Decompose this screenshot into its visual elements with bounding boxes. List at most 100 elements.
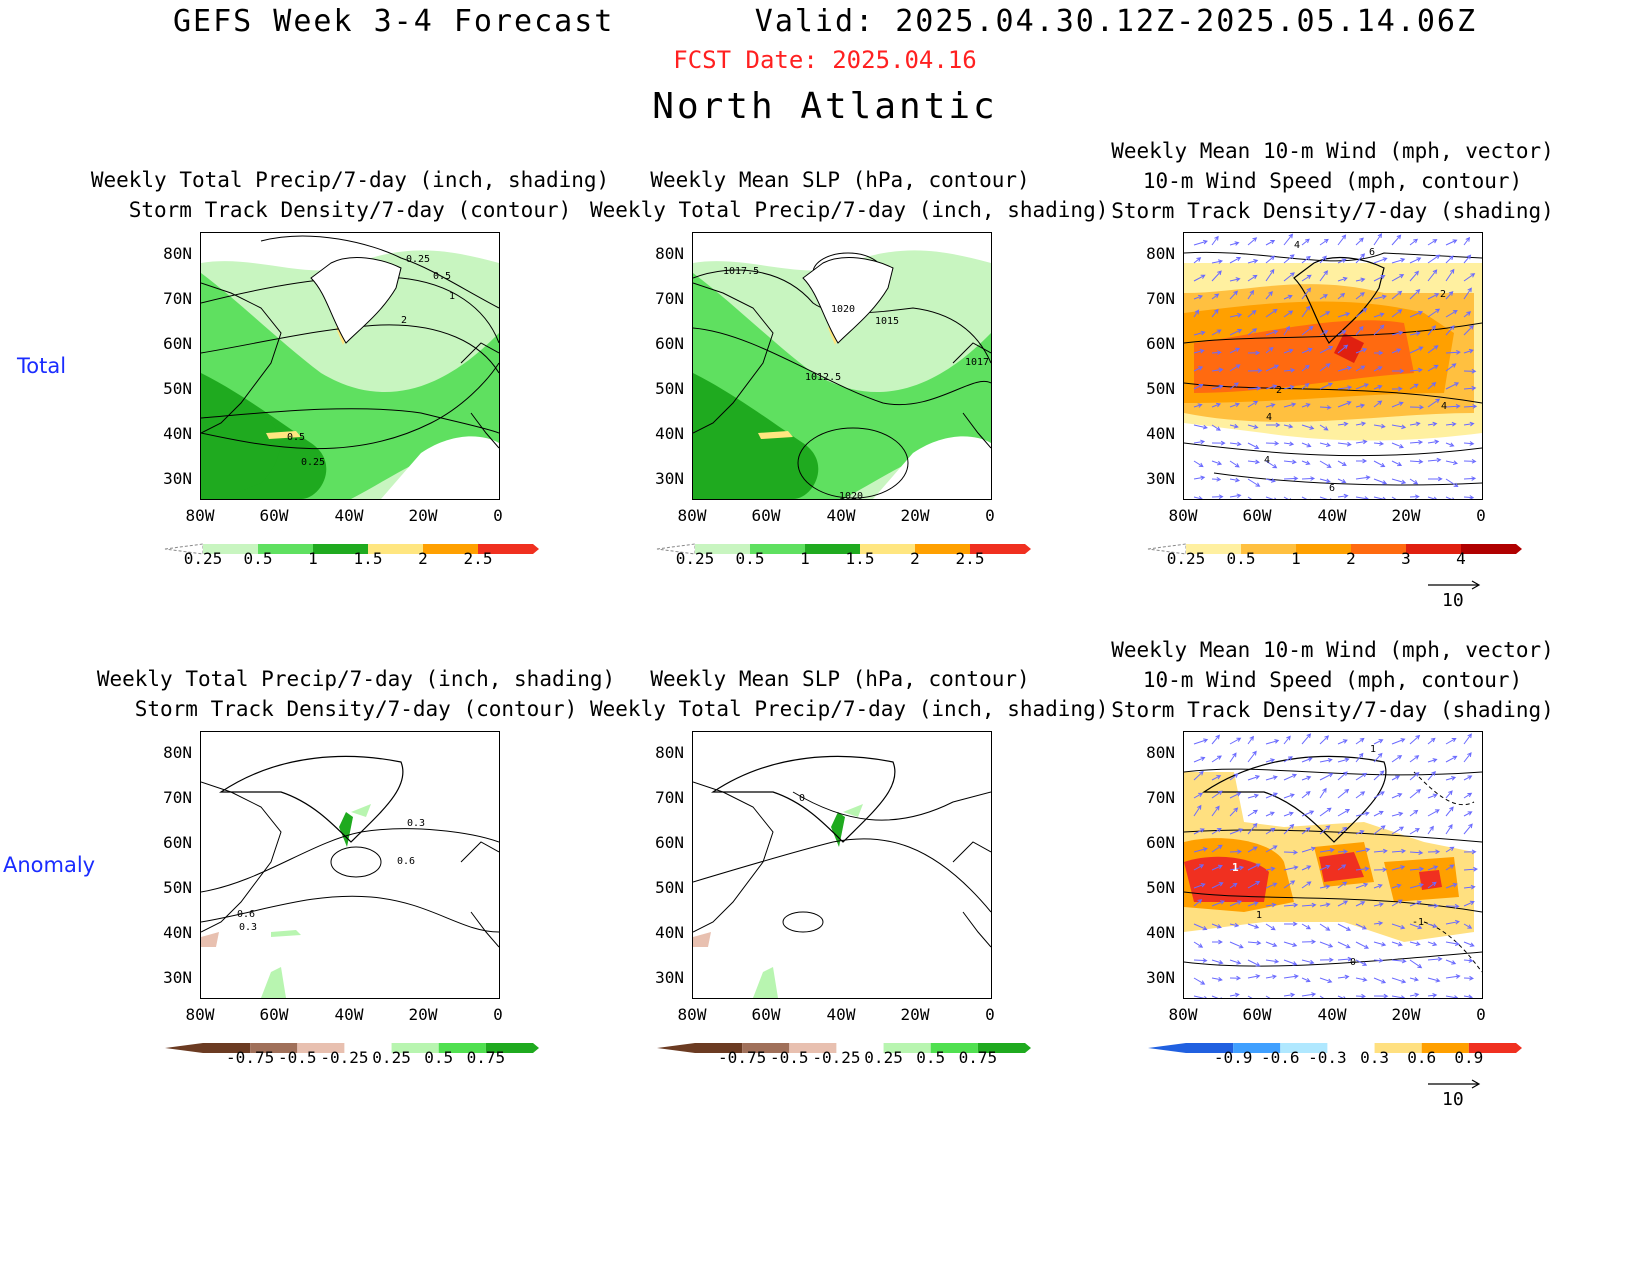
wind-vector: [1373, 257, 1388, 264]
lon-tick-label: 40W: [334, 506, 364, 525]
colorbar-segment: [1406, 544, 1461, 554]
wind-vector: [1391, 348, 1402, 354]
colorbar-label: 1: [308, 549, 318, 568]
colorbar-segment: [742, 1043, 790, 1053]
wind-vector: [1301, 757, 1313, 763]
wind-vector: [1355, 237, 1364, 246]
wind-vector: [1463, 348, 1474, 354]
wind-vector: [1427, 345, 1439, 354]
wind-vector: [1373, 294, 1387, 300]
lon-tick-label: 60W: [1242, 506, 1272, 525]
wind-vector: [1463, 324, 1474, 336]
wind-vector: [1319, 496, 1332, 499]
colorbar-label: 0.5: [1226, 549, 1256, 568]
wind-vector: [1265, 958, 1280, 964]
wind-vector: [1211, 923, 1222, 929]
colorbar-anom-slp: [655, 1039, 1031, 1057]
wind-vector: [1229, 792, 1242, 799]
wind-vector: [1265, 827, 1276, 835]
wind-vector: [1391, 368, 1405, 374]
lat-tick-label: 80N: [1146, 244, 1175, 263]
colorbar-segment: [203, 544, 258, 554]
wind-vector: [1283, 402, 1297, 408]
wind-vector: [1265, 775, 1278, 781]
colorbar-label: 1: [1291, 549, 1301, 568]
wind-vector: [1427, 457, 1442, 463]
wind-vector: [1301, 733, 1312, 745]
wind-vector: [1391, 442, 1404, 449]
wind-vector: [1409, 923, 1423, 930]
row-label-anomaly: Anomaly: [3, 853, 96, 877]
wind-vector: [1301, 364, 1310, 372]
contour-label: 6: [1329, 483, 1335, 494]
wind-vector: [1409, 331, 1421, 336]
wind-vector: [1463, 975, 1474, 981]
wind-vector: [1283, 959, 1298, 966]
wind-vector: [1355, 365, 1366, 372]
wind-vector: [1265, 460, 1278, 469]
wind-vector: [1265, 792, 1279, 799]
wind-vector: [1463, 958, 1474, 963]
lat-tick-label: 80N: [655, 244, 684, 263]
panel-title-anom-slp: Weekly Mean SLP (hPa, contour) Weekly Tot…: [590, 667, 1109, 721]
wind-vector: [1265, 346, 1274, 354]
colorbar-segment: [1421, 1043, 1469, 1053]
wind-vector: [1427, 439, 1440, 445]
wind-vector: [1391, 496, 1397, 499]
wind-vector: [1427, 903, 1439, 909]
lat-tick-label: 80N: [655, 743, 684, 762]
wind-vector: [1193, 804, 1202, 817]
colorbar-segment: [789, 1043, 837, 1053]
wind-vector: [1265, 384, 1278, 390]
lon-tick-label: 20W: [900, 506, 930, 525]
lat-tick-label: 50N: [163, 379, 192, 398]
colorbar-wedge: [1147, 543, 1187, 555]
wind-vector: [1193, 348, 1205, 354]
wind-vector: [1283, 496, 1292, 499]
wind-vector: [1211, 790, 1223, 799]
wind-vector: [1319, 977, 1333, 984]
wind-vector: [1265, 291, 1273, 300]
wind-vector: [1283, 865, 1299, 871]
wind-vector: [1463, 385, 1477, 391]
wind-vector: [1319, 405, 1332, 410]
wind-vector: [1373, 848, 1388, 854]
wind-vector: [1391, 811, 1404, 817]
colorbar-segment: [915, 544, 970, 554]
wind-vector: [1229, 382, 1239, 390]
wind-vector: [1283, 459, 1297, 465]
colorbar-label: 0.25: [675, 549, 715, 568]
wind-vector: [1229, 347, 1241, 354]
wind-vector: [1229, 922, 1240, 928]
colorbar-segment: [1186, 1043, 1234, 1053]
colorbar-wedge: [656, 543, 696, 555]
wind-vector: [1283, 823, 1295, 835]
wind-vector: [1409, 959, 1423, 969]
wind-vector: [1427, 421, 1438, 427]
wind-vector: [1391, 865, 1406, 871]
lat-tick-label: 30N: [655, 469, 684, 488]
wind-vector: [1301, 305, 1311, 318]
wind-vector: [1373, 867, 1388, 873]
colorbar-label: 2: [418, 549, 428, 568]
wind-vector: [1229, 241, 1240, 246]
wind-vector: [1319, 884, 1331, 890]
colorbar-segment: [1233, 1043, 1281, 1053]
colorbar-segment: [485, 1043, 539, 1053]
wind-vector: [1301, 881, 1312, 889]
lon-tick-label: 20W: [408, 506, 438, 525]
wind-vector: [1463, 441, 1475, 446]
wind-vector: [1229, 992, 1240, 998]
wind-vector: [1355, 882, 1369, 889]
colorbar-segment: [1241, 544, 1296, 554]
wind-vector: [1193, 294, 1203, 300]
wind-vector: [1301, 403, 1311, 408]
colorbar-segment: [1327, 1043, 1375, 1053]
wind-vector: [1409, 404, 1424, 410]
lat-tick-label: 50N: [655, 878, 684, 897]
wind-vector: [1373, 350, 1384, 356]
colorbar-label: 0.5: [243, 549, 273, 568]
wind-vector: [1265, 239, 1276, 246]
wind-vector: [1391, 234, 1402, 246]
lat-tick-label: 70N: [1146, 289, 1175, 308]
